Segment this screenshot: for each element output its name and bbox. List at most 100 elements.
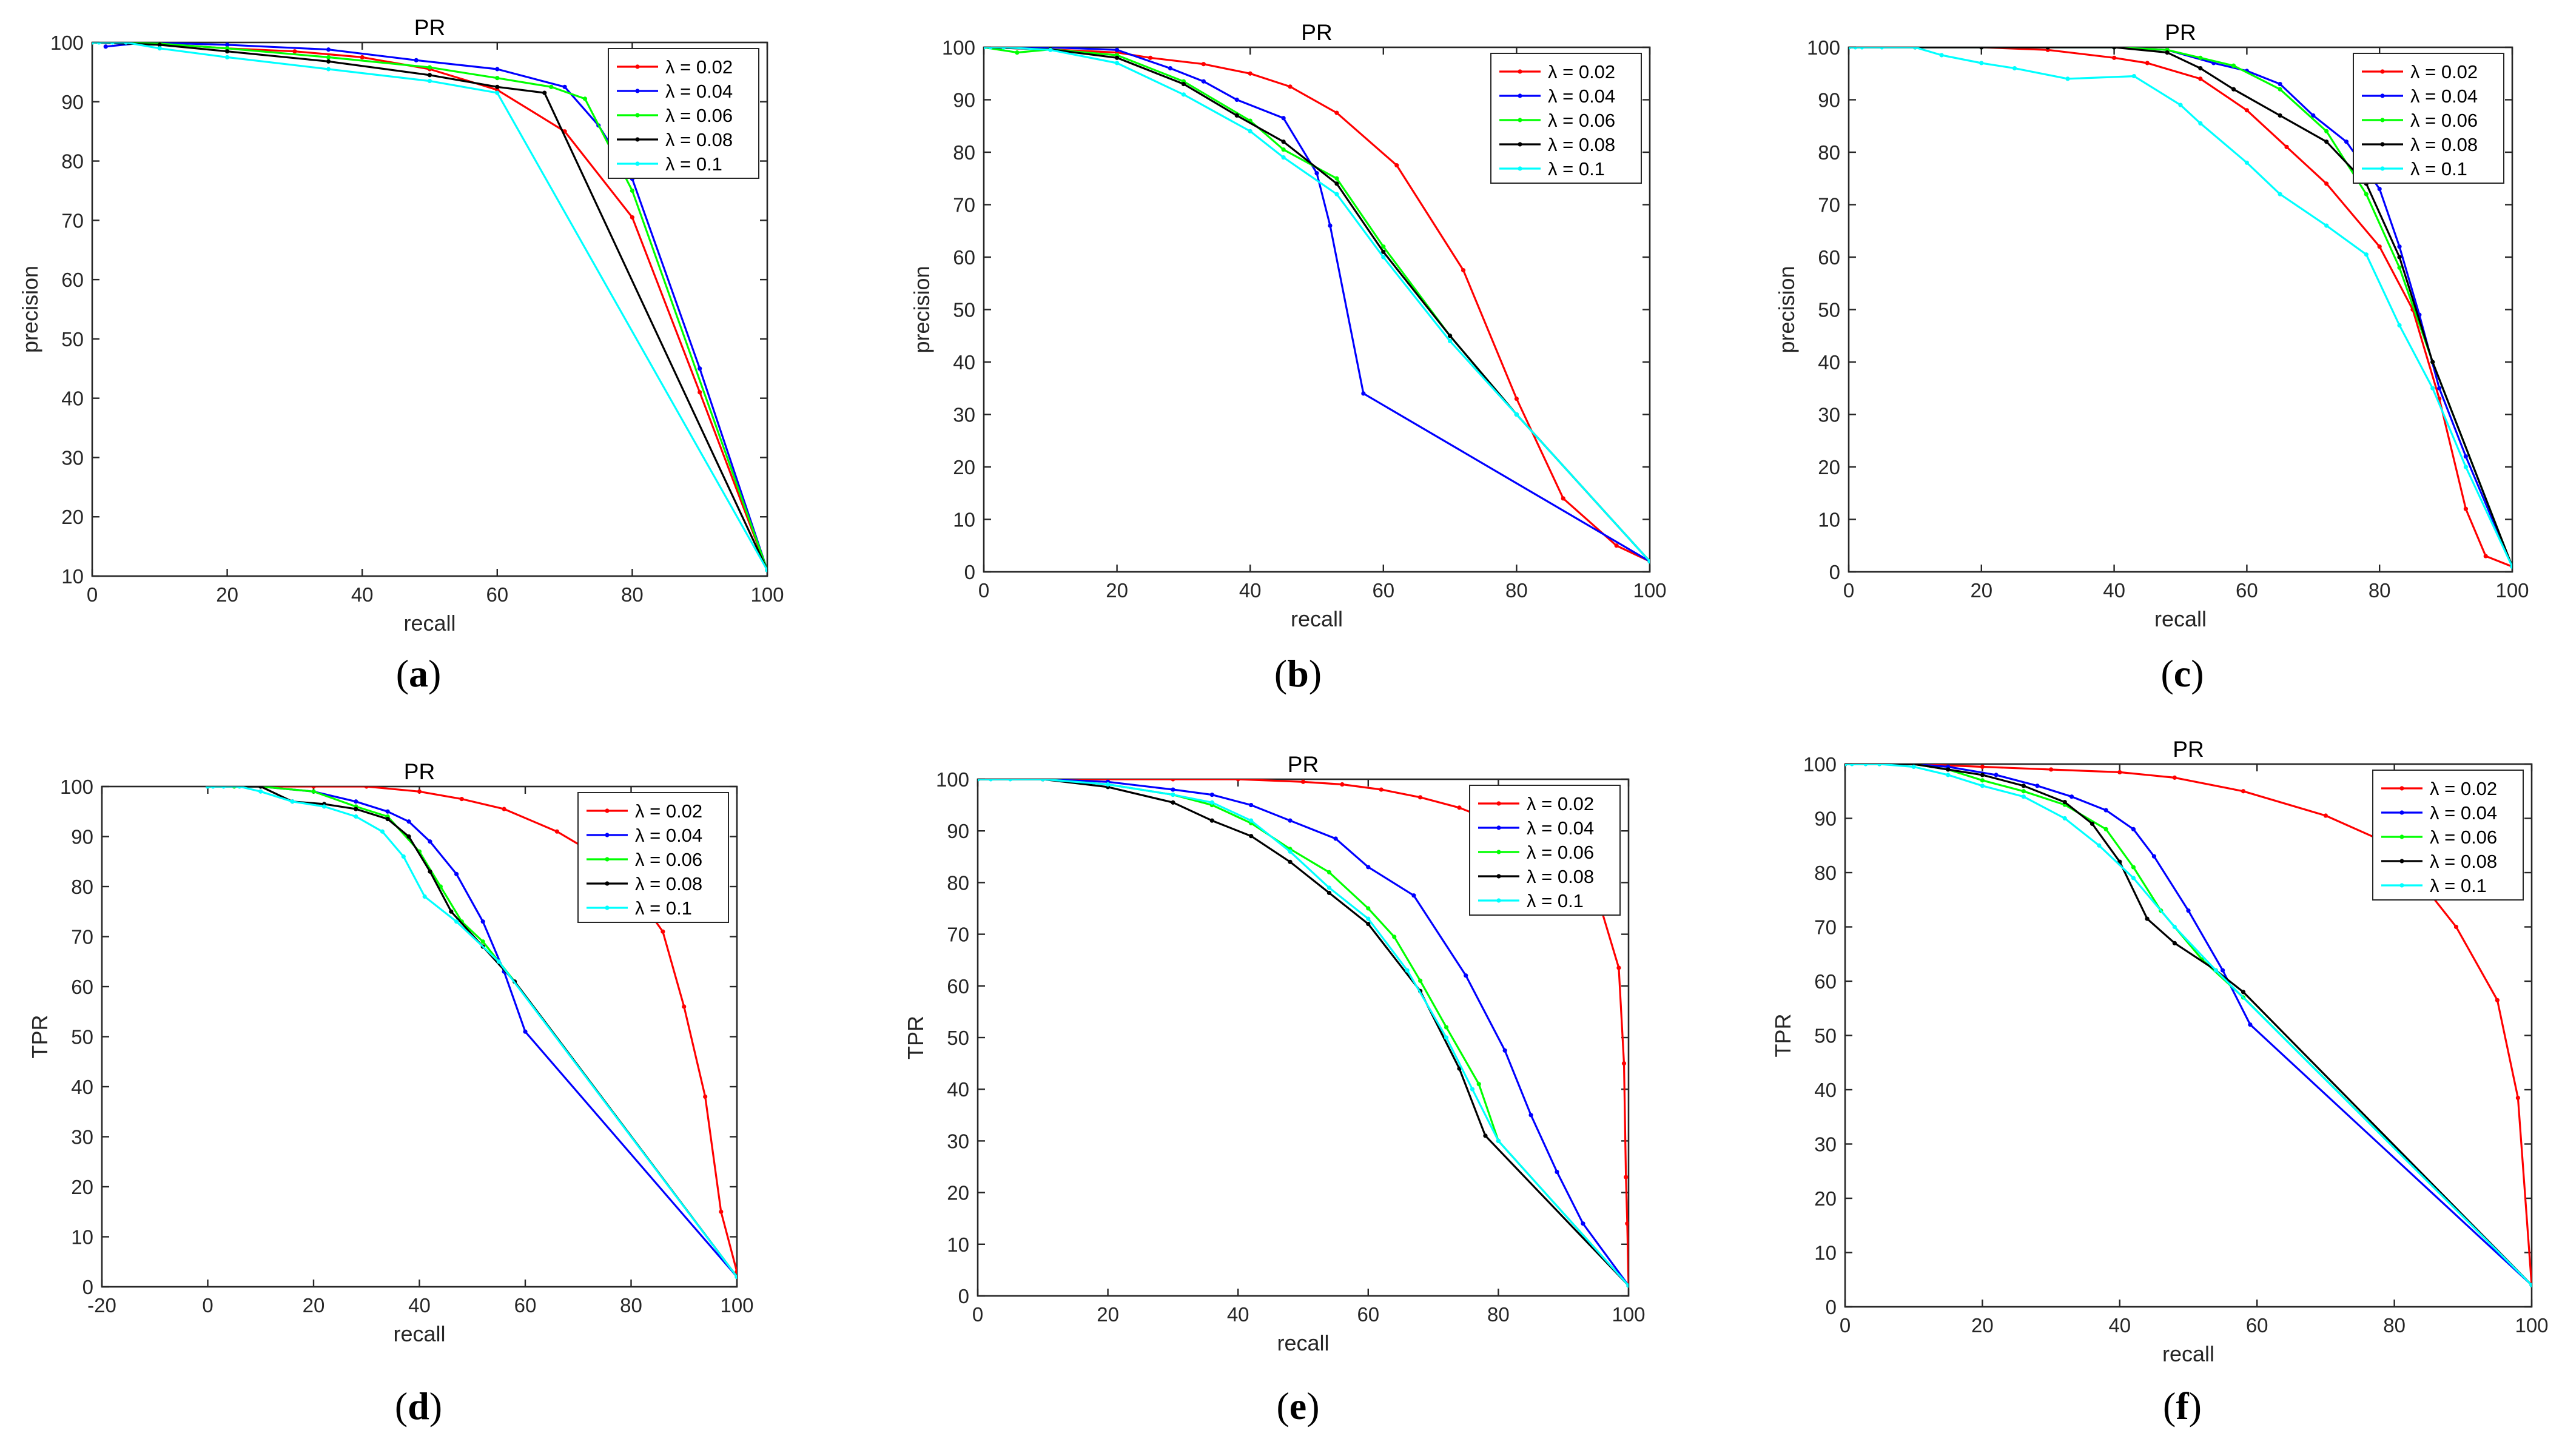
chart-title: PR [1288,752,1319,777]
legend-box [1490,53,1642,184]
y-tick-label: 20 [947,1182,969,1204]
data-point [735,1269,737,1274]
legend-marker [2399,810,2404,815]
caption-close-paren: ) [1309,652,1322,695]
series-0.04 [984,47,1650,564]
data-point [1418,795,1423,800]
data-point [1115,61,1120,65]
data-point [2284,144,2289,149]
data-point [2198,55,2203,60]
data-point [1314,171,1319,176]
data-point [2062,800,2067,805]
data-point [2221,968,2225,973]
y-tick-label: 40 [1818,351,1840,374]
data-point [1366,916,1371,921]
data-point [1496,1138,1501,1143]
data-point [495,90,500,95]
data-point [225,55,230,60]
y-tick-label: 80 [1818,141,1840,164]
data-point [1647,559,1650,564]
x-tick-label: 0 [972,1303,983,1326]
series-line [1849,47,2512,568]
y-tick-label: 0 [82,1276,93,1298]
data-point [1561,496,1565,501]
data-point [406,834,411,839]
y-tick-label: 90 [61,91,84,113]
legend-box [2372,770,2524,901]
legend: λ = 0.02 λ = 0.04 λ = 0.06 λ = 0.08 λ = 0.1 [577,792,729,923]
y-tick-label: 10 [71,1226,93,1249]
data-point [2131,73,2137,79]
data-point [1392,934,1397,939]
caption-close-paren: ) [428,652,441,695]
caption-letter: a [409,652,428,695]
x-tick-label: 80 [620,1294,642,1317]
data-point [2213,968,2218,973]
data-point [1201,79,1206,84]
data-point [2324,223,2329,228]
data-point [1860,47,1864,50]
data-point [326,47,331,52]
data-point [1461,268,1466,273]
x-tick-label: 80 [1505,579,1528,602]
data-point [1334,181,1339,186]
series-group [978,779,1629,1288]
data-point [2515,1095,2520,1101]
y-tick-label: 80 [947,871,969,894]
y-tick-label: 30 [61,446,84,469]
data-point [1464,973,1468,978]
data-point [1171,800,1175,805]
y-tick-label: 10 [1814,1242,1837,1264]
legend-label: λ = 0.04 [2410,86,2478,107]
caption-open-paren: ( [1276,1384,1289,1427]
caption-letter: c [2174,652,2191,695]
data-point [364,787,369,789]
y-tick-label: 100 [50,32,84,54]
legend-label: λ = 0.06 [665,105,733,126]
data-point [1849,47,1851,50]
legend: λ = 0.02 λ = 0.04 λ = 0.06 λ = 0.08 λ = 0.1 [1469,785,1621,916]
series-line [1849,47,2512,567]
subfigure-caption: (b) [1274,652,1322,695]
x-axis-label: recall [393,1321,445,1346]
data-point [2131,865,2136,870]
series-line [92,42,767,571]
data-point [2324,129,2329,133]
x-tick-label: 80 [1487,1303,1510,1326]
data-point [1015,50,1020,55]
data-point [428,869,432,874]
legend-label: λ = 0.1 [2410,158,2467,179]
legend-marker [605,833,610,837]
series-line [984,47,1650,563]
data-point [225,42,230,47]
y-tick-label: 50 [61,328,84,351]
data-point [1470,1087,1475,1092]
data-point [495,76,500,81]
series-group [1849,47,2512,569]
series-0.1 [205,787,737,1280]
data-point [2437,386,2442,391]
data-point [225,49,230,54]
data-point [459,797,464,802]
data-point [1994,773,1999,777]
chart-title: PR [1301,20,1332,45]
y-tick-label: 0 [1829,561,1840,583]
data-point [427,78,432,84]
data-point [2231,87,2236,92]
chart-d: -20 0 20 40 60 80 1000102030405060708090100PRr… [27,759,754,1427]
y-tick-label: 20 [61,506,84,528]
legend-label: λ = 0.02 [665,56,733,78]
legend-marker [1518,118,1522,122]
caption-open-paren: ( [1274,652,1287,695]
data-point [495,84,500,89]
data-point [2172,941,2177,945]
data-point [1418,978,1423,983]
x-tick-label: 80 [621,583,644,606]
legend-marker [1496,898,1501,903]
chart-a: 0 20 40 60 80 100 10 20 30 40 50 60 70 80 90 100 PR recal… [18,15,784,695]
x-axis-label: recall [2162,1341,2214,1366]
data-point [1106,782,1111,787]
series-line [978,779,1629,1287]
series-0.04 [1845,764,2532,1287]
